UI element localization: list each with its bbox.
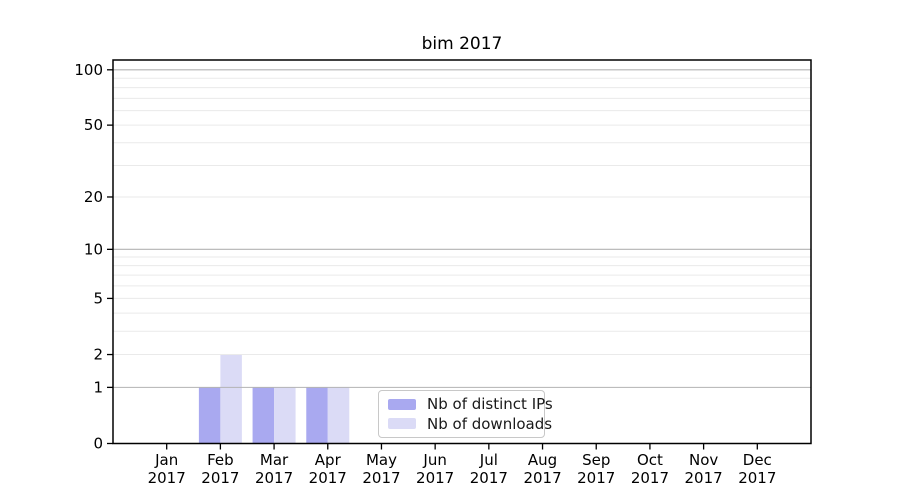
bar-mar-series1 <box>274 387 296 444</box>
y-tick-label: 0 <box>93 435 103 453</box>
legend-swatch-downloads <box>388 418 416 430</box>
y-tick-label: 50 <box>84 116 103 134</box>
x-tick-label-year: 2017 <box>362 469 400 487</box>
x-tick-label-month: Nov <box>689 451 718 469</box>
x-tick-label-month: Aug <box>528 451 557 469</box>
y-tick-label: 2 <box>93 346 103 364</box>
plot-border <box>112 59 812 445</box>
legend-label-distinct-ips: Nb of distinct IPs <box>427 395 553 414</box>
legend-item-downloads: Nb of downloads <box>388 415 552 433</box>
legend-swatch-distinct-ips <box>388 398 416 410</box>
x-tick-label-month: Apr <box>315 451 342 469</box>
x-tick-label-month: Mar <box>260 451 289 469</box>
legend: Nb of distinct IPs Nb of downloads <box>378 390 553 438</box>
y-tick-label: 10 <box>84 240 103 258</box>
legend-item-distinct-ips: Nb of distinct IPs <box>388 395 553 413</box>
x-tick-label-year: 2017 <box>309 469 347 487</box>
x-tick-label-month: Jul <box>479 451 498 469</box>
x-tick-label-year: 2017 <box>416 469 454 487</box>
x-tick-label-year: 2017 <box>577 469 615 487</box>
bar-apr-series1 <box>327 387 350 444</box>
chart-title: bim 2017 <box>421 34 503 54</box>
x-tick-label-year: 2017 <box>685 469 723 487</box>
x-tick-label-year: 2017 <box>470 469 508 487</box>
x-tick-label-month: Jun <box>422 451 446 469</box>
x-tick-label-year: 2017 <box>738 469 776 487</box>
y-tick-label: 100 <box>74 61 103 79</box>
x-tick-label-month: Oct <box>637 451 663 469</box>
bar-mar-series0 <box>252 387 275 444</box>
x-tick-label-month: Feb <box>207 451 234 469</box>
y-tick-label: 5 <box>93 289 103 307</box>
y-tick-label: 20 <box>84 188 103 206</box>
legend-label-downloads: Nb of downloads <box>427 414 553 433</box>
x-tick-label-year: 2017 <box>255 469 293 487</box>
bar-feb-series0 <box>198 387 221 444</box>
x-tick-label-month: Jan <box>154 451 178 469</box>
bar-apr-series0 <box>306 387 328 444</box>
x-tick-label-year: 2017 <box>523 469 561 487</box>
x-tick-label-month: Sep <box>582 451 610 469</box>
x-tick-label-year: 2017 <box>631 469 669 487</box>
x-tick-label-month: May <box>366 451 397 469</box>
x-tick-label-year: 2017 <box>201 469 239 487</box>
x-tick-label-year: 2017 <box>148 469 186 487</box>
x-tick-label-month: Dec <box>743 451 772 469</box>
bar-feb-series1 <box>220 354 242 444</box>
y-tick-label: 1 <box>93 378 103 396</box>
